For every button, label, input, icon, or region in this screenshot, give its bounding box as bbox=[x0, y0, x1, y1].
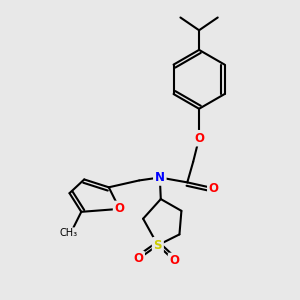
Text: O: O bbox=[133, 252, 143, 266]
Text: O: O bbox=[209, 182, 219, 195]
Text: O: O bbox=[169, 254, 179, 267]
Text: S: S bbox=[154, 239, 162, 252]
Text: O: O bbox=[194, 132, 204, 145]
Text: O: O bbox=[115, 202, 124, 215]
Text: N: N bbox=[155, 171, 165, 184]
Text: CH₃: CH₃ bbox=[59, 228, 78, 239]
